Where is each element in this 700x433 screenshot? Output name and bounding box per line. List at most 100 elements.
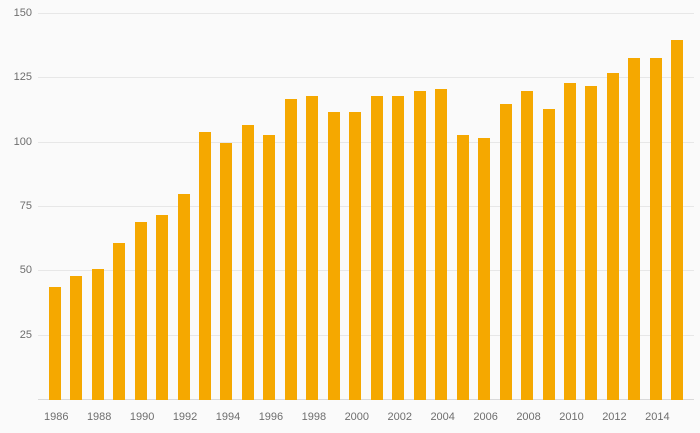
bar-slot: [409, 14, 430, 400]
gridline-150: [38, 13, 694, 14]
x-tick-label: 2008: [516, 411, 541, 423]
bar-2007: [499, 104, 512, 400]
bar-slot: [130, 14, 151, 400]
x-tick-label: 2014: [645, 411, 670, 423]
bars: [44, 14, 688, 400]
bar-1993: [199, 132, 212, 400]
x-tick-label: [197, 411, 215, 425]
bar-slot: [237, 14, 258, 400]
gridline-50: [38, 270, 694, 272]
bar-slot: [345, 14, 366, 400]
bar-2001: [370, 96, 383, 400]
y-tick-label: 50: [19, 264, 32, 277]
bar-2015: [671, 39, 684, 400]
gridline-25: [38, 334, 694, 336]
bar-slot: [516, 14, 537, 400]
bar-slot: [602, 14, 623, 400]
bar-slot: [366, 14, 387, 400]
bar-2011: [585, 86, 598, 400]
bar-1999: [327, 111, 340, 400]
x-tick-label: [670, 411, 688, 425]
x-tick-label: [111, 411, 129, 425]
bar-1991: [156, 214, 169, 400]
bar-slot: [624, 14, 645, 400]
bar-2008: [521, 91, 534, 400]
x-tick-label: 2010: [559, 411, 584, 423]
bar-2014: [649, 57, 662, 400]
y-tick-label: 100: [13, 135, 32, 148]
x-tick-label: [541, 411, 559, 425]
bar-1998: [306, 96, 319, 400]
x-tick-label: 2002: [387, 411, 412, 423]
bar-1996: [263, 134, 276, 400]
bar-slot: [645, 14, 666, 400]
bar-1988: [91, 268, 104, 400]
bar-1989: [113, 243, 126, 400]
x-tick-label: [627, 411, 645, 425]
bar-1995: [241, 124, 254, 400]
bar-slot: [302, 14, 323, 400]
bar-slot: [259, 14, 280, 400]
bar-slot: [473, 14, 494, 400]
x-tick-label: 2004: [430, 411, 455, 423]
x-tick-label: 2006: [473, 411, 498, 423]
y-tick-label: 75: [19, 200, 32, 212]
bar-2010: [563, 83, 576, 400]
bar-slot: [65, 14, 86, 400]
x-tick-label: 1992: [172, 411, 198, 423]
x-tick-label: [584, 411, 602, 425]
bar-2012: [606, 73, 619, 400]
bar-2003: [413, 91, 426, 400]
gridline-125: [38, 77, 694, 79]
x-tick-label: 1986: [44, 411, 69, 423]
x-tick-label: 1996: [258, 411, 284, 423]
y-tick-label: 25: [19, 328, 32, 341]
x-axis-labels: 1986 1988 1990 1992 1994 1996 1998 2000 2002 2004…: [44, 411, 688, 425]
bar-slot: [538, 14, 559, 400]
bar-2002: [392, 96, 405, 400]
x-tick-label: [498, 411, 516, 425]
bar-slot: [194, 14, 215, 400]
plot-area: 25 50 75 100 125 150: [14, 7, 694, 400]
bar-1994: [220, 142, 233, 400]
bar-1992: [177, 194, 190, 400]
x-tick-label: 2000: [344, 411, 370, 423]
x-tick-label: 1990: [129, 411, 155, 423]
bar-1987: [70, 276, 83, 400]
bar-slot: [151, 14, 172, 400]
bar-slot: [452, 14, 473, 400]
x-tick-label: 1994: [215, 411, 241, 423]
bar-1990: [134, 222, 147, 400]
bar-slot: [430, 14, 451, 400]
x-tick-label: [369, 411, 387, 425]
bar-slot: [173, 14, 194, 400]
bar-slot: [108, 14, 129, 400]
x-tick-label: 2012: [602, 411, 627, 423]
bar-slot: [216, 14, 237, 400]
bar-slot: [280, 14, 301, 400]
bar-2005: [456, 134, 469, 400]
bar-2006: [478, 137, 491, 400]
gridline-100: [38, 141, 694, 143]
y-tick-label: 150: [13, 7, 32, 19]
x-tick-label: [154, 411, 172, 425]
x-tick-label: [283, 411, 301, 425]
bar-slot: [323, 14, 344, 400]
gridline-0: [38, 399, 694, 400]
bar-slot: [559, 14, 580, 400]
bar-slot: [87, 14, 108, 400]
bar-slot: [667, 14, 688, 400]
x-tick-label: [455, 411, 473, 425]
bar-2013: [628, 57, 641, 400]
x-tick-label: 1988: [86, 411, 112, 423]
bar-2004: [435, 88, 448, 400]
x-tick-label: [412, 411, 430, 425]
bar-2000: [349, 111, 362, 400]
x-tick-label: 1998: [301, 411, 327, 423]
bar-2009: [542, 109, 555, 400]
bar-1986: [48, 286, 61, 400]
bar-slot: [581, 14, 602, 400]
x-tick-label: [68, 411, 86, 425]
gridline-75: [38, 206, 694, 207]
